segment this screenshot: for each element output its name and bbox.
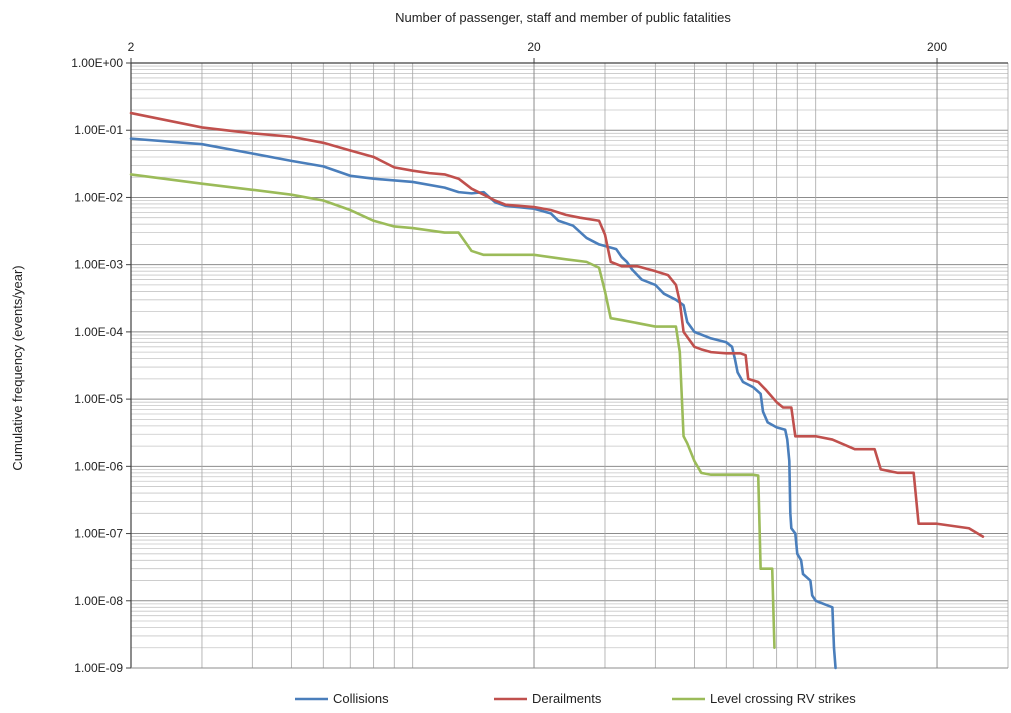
y-tick-label: 1.00E-04 [74, 325, 123, 339]
y-tick-label: 1.00E-08 [74, 594, 123, 608]
y-tick-label: 1.00E-01 [74, 123, 123, 137]
y-tick-label: 1.00E-09 [74, 661, 123, 675]
legend: Collisions Derailments Level crossing RV s… [295, 691, 856, 706]
tick-labels: 1.00E+00 1.00E-01 1.00E-02 1.00E-03 1.00E-04… [71, 40, 947, 675]
y-tick-label: 1.00E-05 [74, 392, 123, 406]
x-tick-label: 20 [527, 40, 541, 54]
y-tick-label: 1.00E-06 [74, 459, 123, 473]
x-tick-label: 2 [128, 40, 135, 54]
y-tick-label: 1.00E-03 [74, 258, 123, 272]
axes [126, 58, 1008, 669]
y-tick-label: 1.00E-02 [74, 190, 123, 204]
series-line-level-crossing-rv-strikes [129, 173, 776, 650]
series-lines [129, 111, 985, 670]
y-axis-title: Cumulative frequency (events/year) [10, 265, 25, 470]
series-line-collisions [129, 137, 837, 670]
legend-label-level-crossing-rv-strikes: Level crossing RV strikes [710, 691, 856, 706]
y-tick-label: 1.00E-07 [74, 527, 123, 541]
legend-label-collisions: Collisions [333, 691, 389, 706]
y-tick-label: 1.00E+00 [71, 56, 123, 70]
x-tick-label: 200 [927, 40, 947, 54]
x-axis-title: Number of passenger, staff and member of… [395, 10, 731, 25]
grid-lines [131, 63, 1009, 669]
legend-label-derailments: Derailments [532, 691, 602, 706]
series-line-derailments [129, 111, 985, 538]
